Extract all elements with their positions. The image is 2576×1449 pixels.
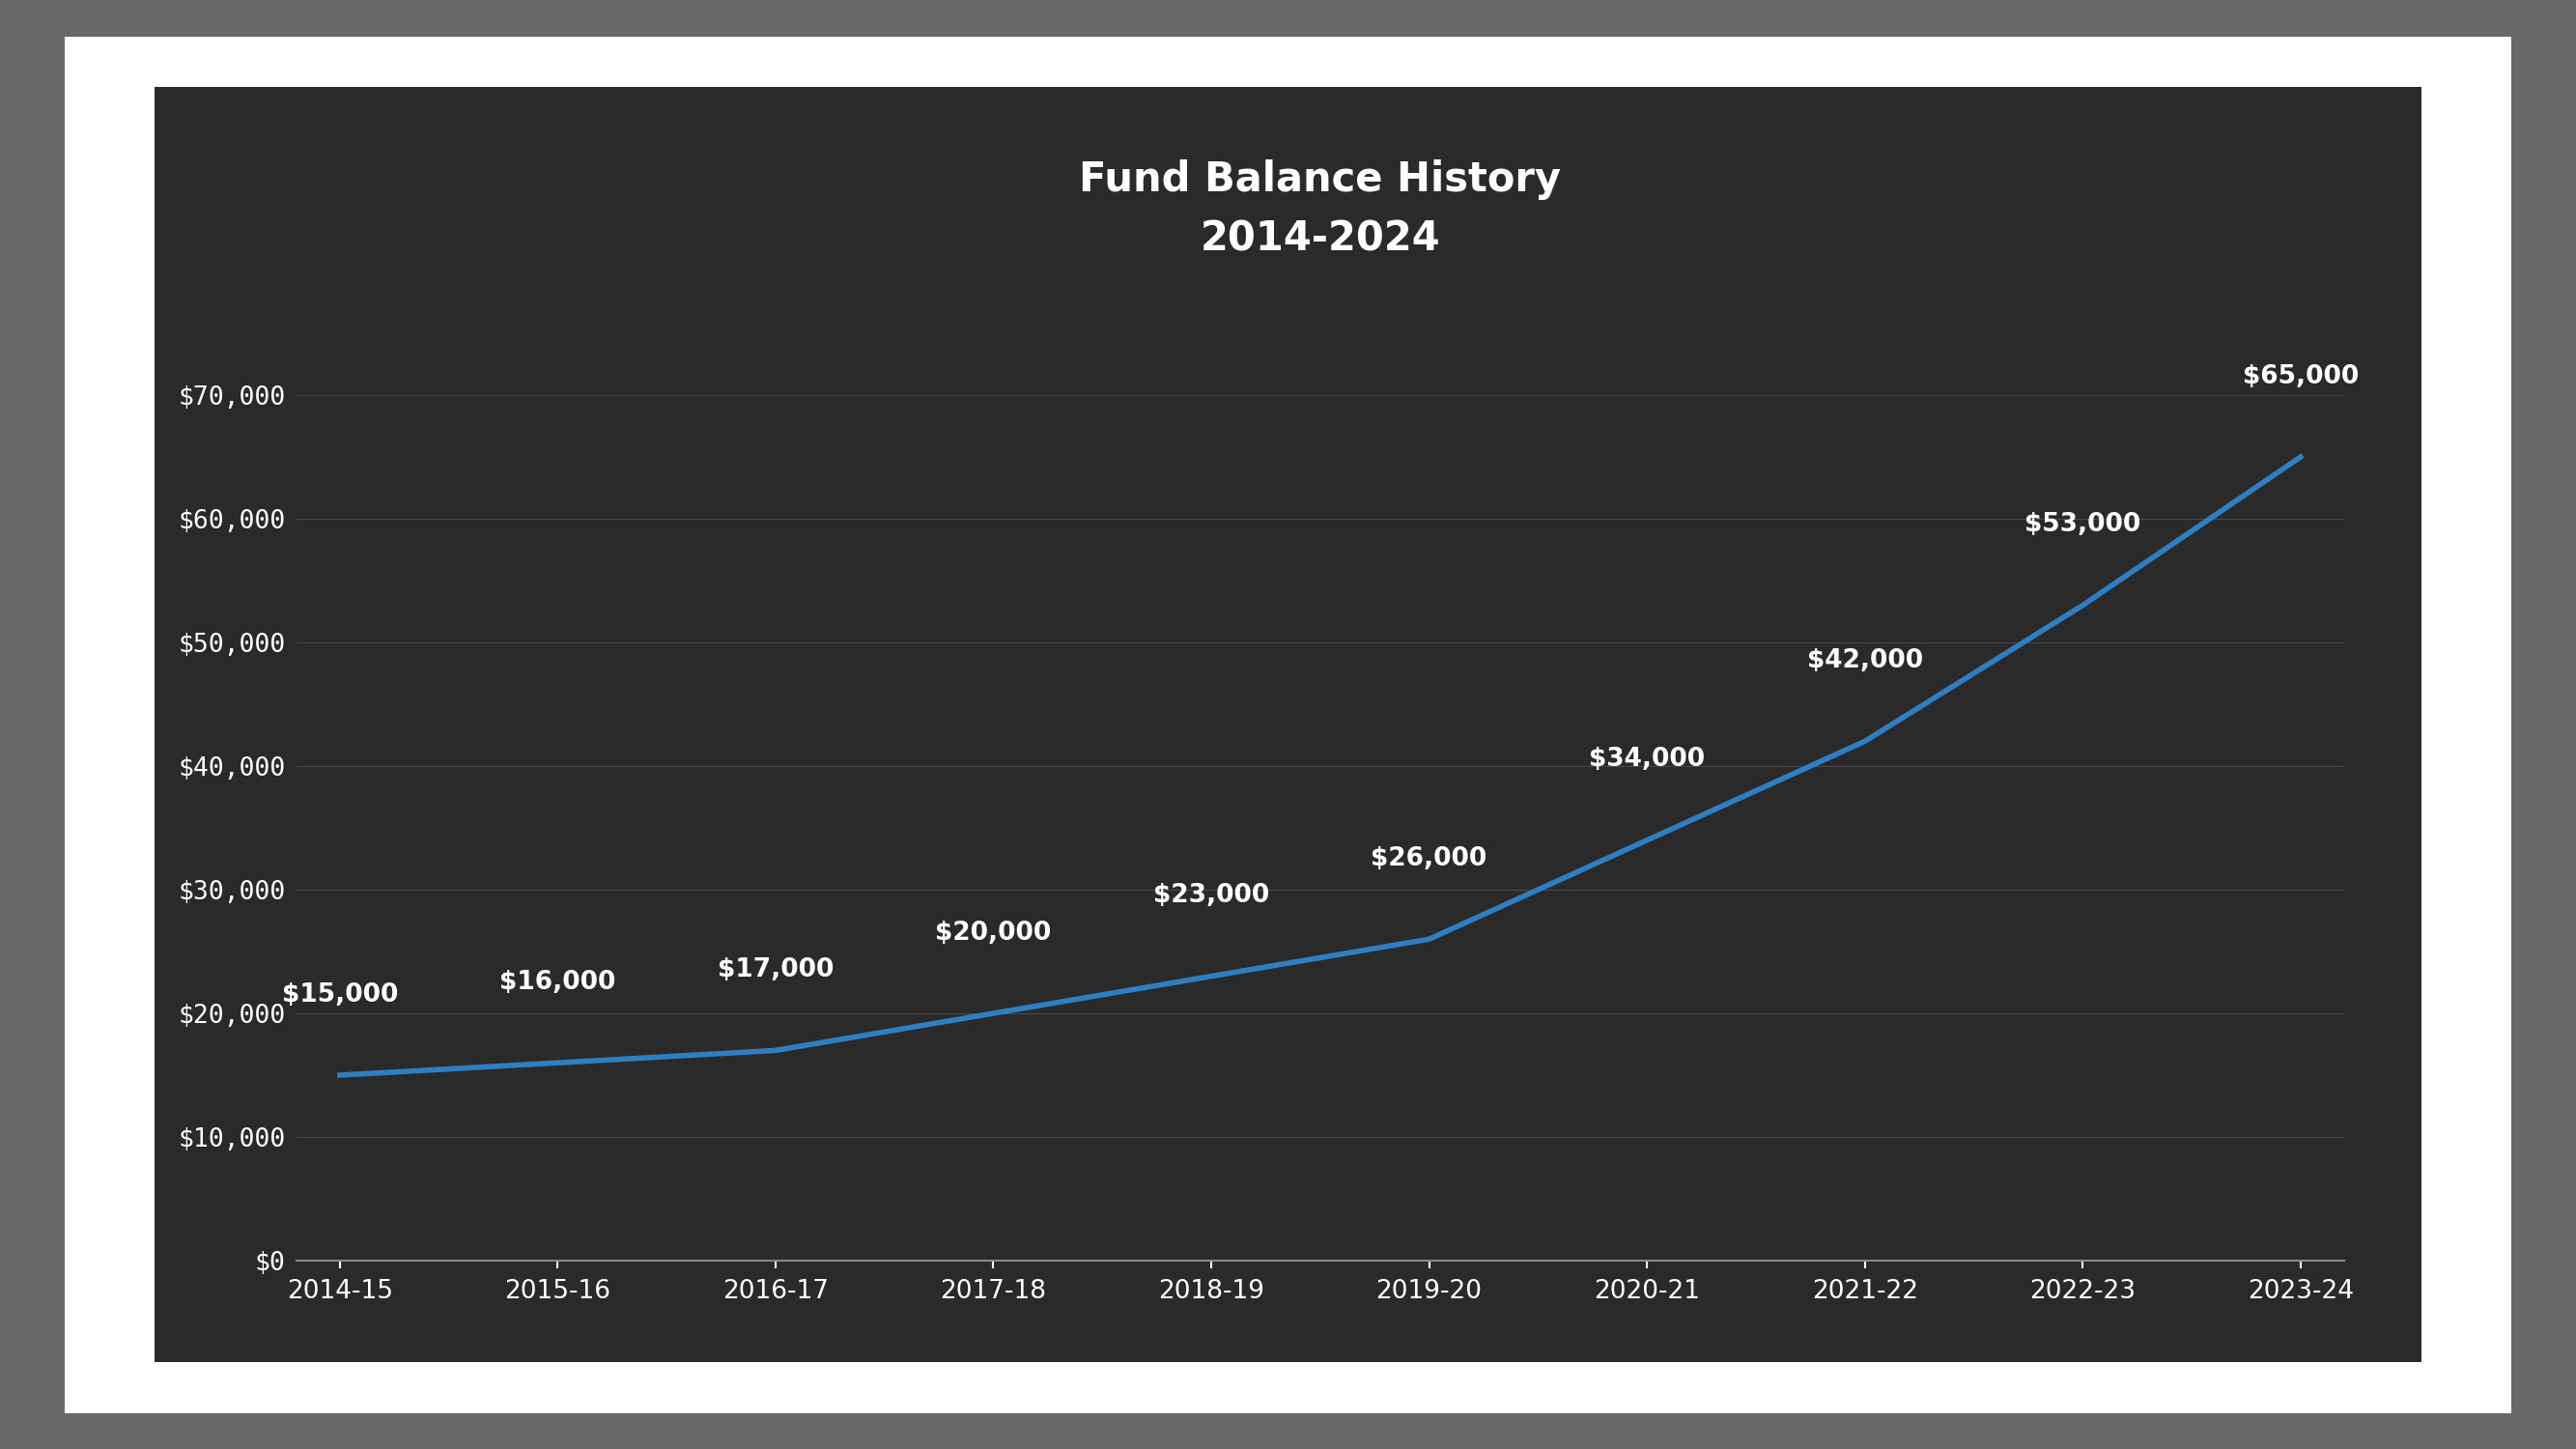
Text: $16,000: $16,000 [500, 969, 616, 995]
Text: $15,000: $15,000 [281, 982, 397, 1007]
Text: Fund Balance History
2014-2024: Fund Balance History 2014-2024 [1079, 159, 1561, 259]
Text: $23,000: $23,000 [1154, 882, 1270, 909]
Text: $34,000: $34,000 [1589, 748, 1705, 772]
Text: $26,000: $26,000 [1370, 846, 1486, 871]
Text: $17,000: $17,000 [716, 958, 835, 982]
Text: $53,000: $53,000 [2025, 511, 2141, 538]
Text: $42,000: $42,000 [1806, 648, 1922, 674]
Text: $65,000: $65,000 [2244, 364, 2360, 388]
Text: $20,000: $20,000 [935, 920, 1051, 945]
